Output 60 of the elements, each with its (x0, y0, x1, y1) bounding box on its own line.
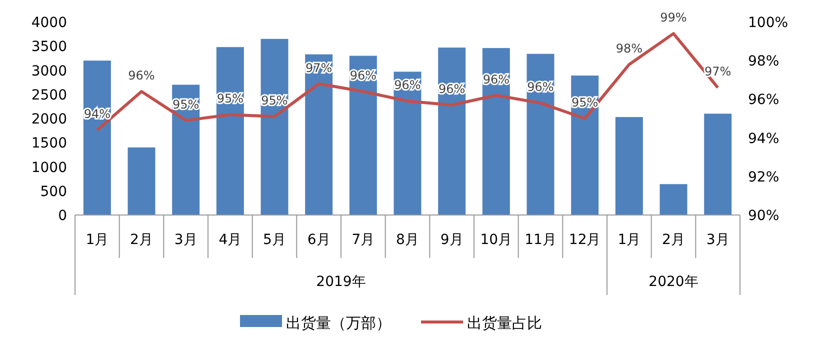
data-label: 95% (216, 92, 244, 106)
data-label: 97% (704, 64, 732, 79)
y2-tick-label: 92% (748, 169, 780, 186)
bar (438, 48, 466, 215)
data-label: 98% (616, 41, 643, 56)
y2-tick-label: 94% (748, 130, 780, 147)
bar (660, 184, 688, 215)
bar (216, 47, 244, 215)
x-tick-label: 2月 (130, 232, 153, 248)
data-label: 95% (261, 94, 288, 108)
y-tick-label: 1500 (31, 136, 67, 152)
x-tick-label: 3月 (174, 232, 198, 248)
y2-tick-label: 96% (748, 92, 780, 108)
x-tick-label: 1月 (86, 232, 109, 248)
x-tick-label: 3月 (706, 232, 730, 248)
x-tick-label: 2月 (662, 232, 685, 248)
text: 2019年 (316, 274, 366, 290)
legend-label: 出货量（万部） (286, 314, 391, 332)
x-tick-label: 4月 (218, 232, 242, 248)
data-label: 94% (84, 107, 111, 122)
y-tick-label: 1000 (31, 160, 67, 176)
data-label: 96% (128, 68, 155, 82)
y-tick-label: 3500 (31, 39, 67, 56)
bar (349, 56, 377, 215)
y2-tick-label: 90% (748, 208, 780, 224)
data-label: 96% (394, 78, 421, 92)
bar (482, 48, 510, 215)
y2-tick-label: 98% (748, 54, 780, 70)
x-tick-label: 11月 (524, 232, 556, 248)
data-label: 95% (571, 96, 598, 110)
data-label: 96% (482, 72, 510, 86)
y-tick-label: 500 (40, 184, 67, 200)
y-tick-label: 2500 (31, 87, 67, 104)
x-tick-label: 5月 (263, 232, 286, 248)
data-label: 99% (660, 10, 687, 25)
x-tick-label: 1月 (618, 232, 641, 248)
bar (83, 60, 111, 215)
y2-tick-label: 100% (748, 15, 788, 31)
y-tick-label: 4000 (31, 15, 67, 31)
y-tick-label: 2000 (31, 112, 67, 128)
bar (260, 38, 288, 215)
data-label: 96% (350, 68, 377, 82)
data-label: 96% (438, 82, 466, 96)
bar (615, 117, 643, 215)
data-label: 95% (172, 97, 200, 112)
y-tick-label: 0 (58, 208, 67, 224)
x-tick-label: 12月 (568, 232, 601, 248)
x-tick-label: 8月 (396, 232, 419, 248)
x-tick-label: 10月 (480, 232, 512, 248)
text: 2020年 (648, 274, 698, 290)
x-tick-label: 9月 (440, 232, 464, 248)
y-tick-label: 3000 (31, 63, 67, 80)
x-tick-label: 6月 (307, 232, 330, 248)
x-tick-label: 7月 (352, 232, 375, 248)
bar (305, 54, 333, 215)
bar (128, 147, 156, 215)
data-label: 96% (527, 80, 554, 94)
data-label: 97% (305, 60, 332, 75)
legend-label: 出货量占比 (467, 314, 542, 332)
bar (704, 114, 732, 215)
